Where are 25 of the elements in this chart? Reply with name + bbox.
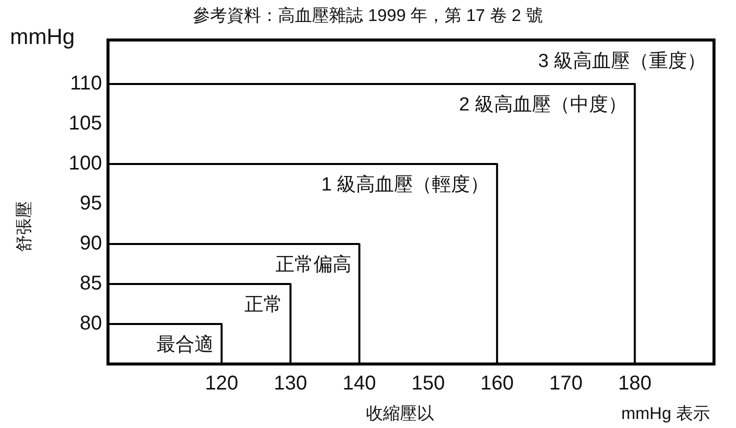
x-tick-label: 120 <box>204 372 238 395</box>
x-tick-label: 140 <box>342 372 376 395</box>
y-tick-label: 85 <box>80 272 102 295</box>
series-label: 2 級高血壓（中度） <box>458 94 627 116</box>
y-tick-label: 80 <box>80 312 102 335</box>
y-axis-title: 舒張壓 <box>14 200 34 254</box>
chart-title: 參考資料：高血壓雜誌 1999 年，第 17 卷 2 號 <box>193 6 543 25</box>
x-tick-label: 150 <box>412 372 445 395</box>
x-axis-title: 收縮壓以 <box>365 403 435 425</box>
text: mmHg 表示 <box>621 403 710 425</box>
y-tick-label: 90 <box>80 232 102 255</box>
series-label: 正常偏高 <box>275 254 352 276</box>
annotation: 3 級高血壓（重度） <box>538 50 706 74</box>
series-label: 最合適 <box>156 334 214 356</box>
y-tick-label: 110 <box>70 72 102 95</box>
x-tick-label: 180 <box>618 372 652 395</box>
series-label: 正常 <box>244 294 282 316</box>
x-tick-label: 160 <box>480 372 514 395</box>
series-label: 1 級高血壓（輕度） <box>321 174 490 196</box>
x-tick-label: 170 <box>549 372 583 395</box>
text: mmHg <box>10 24 75 50</box>
y-tick-label: 105 <box>68 112 102 135</box>
x-tick-label: 130 <box>274 372 308 395</box>
y-tick-label: 100 <box>68 152 102 175</box>
y-tick-label: 95 <box>80 192 102 215</box>
